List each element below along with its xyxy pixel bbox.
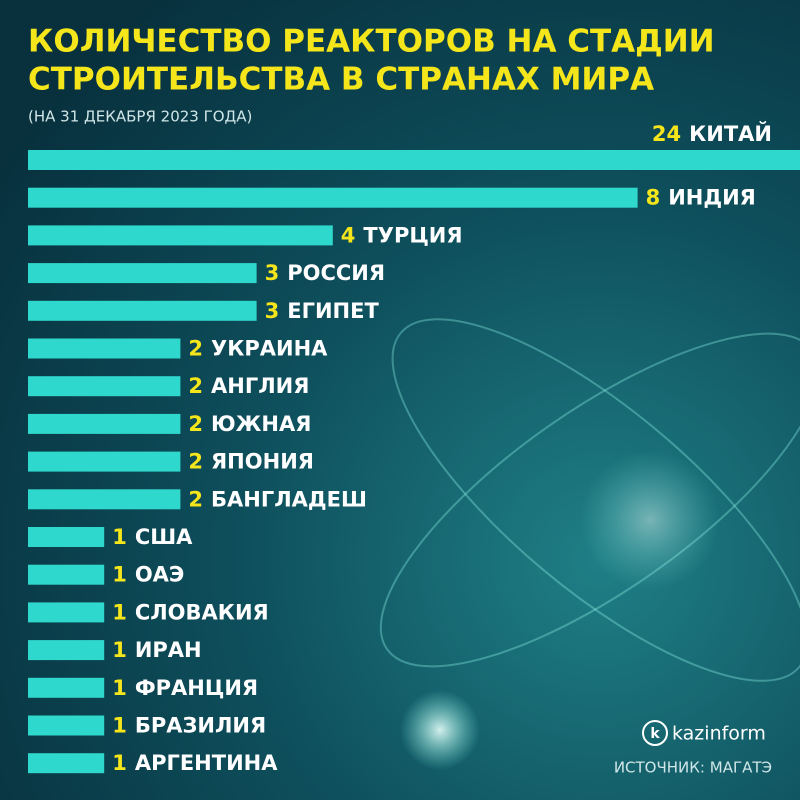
brand: kazinform bbox=[672, 723, 766, 745]
value-label: 1 bbox=[112, 638, 127, 662]
subtitle: (НА 31 ДЕКАБРЯ 2023 ГОДА) bbox=[28, 108, 252, 126]
value-label: 3 bbox=[265, 299, 280, 323]
bar-label: 1 БРАЗИЛИЯ bbox=[112, 714, 266, 738]
category-label: ФРАНЦИЯ bbox=[135, 676, 258, 700]
bar-label: 2 ЯПОНИЯ bbox=[188, 450, 314, 474]
bar-label: 2 ЮЖНАЯ bbox=[188, 412, 311, 436]
bar bbox=[28, 602, 105, 623]
category-label: БРАЗИЛИЯ bbox=[135, 714, 266, 738]
bar bbox=[28, 300, 257, 321]
bar-label: 4 ТУРЦИЯ bbox=[341, 223, 463, 247]
bar-label: 8 ИНДИЯ bbox=[646, 186, 756, 210]
bar-label: 2 УКРАИНА bbox=[188, 337, 328, 361]
category-label: ЯПОНИЯ bbox=[211, 450, 314, 474]
category-label: КИТАЙ bbox=[689, 121, 772, 146]
value-label: 4 bbox=[341, 223, 356, 247]
bar-label: 1 США bbox=[112, 525, 193, 549]
bar-label: 1 АРГЕНТИНА bbox=[112, 751, 278, 775]
bar-label: 1 СЛОВАКИЯ bbox=[112, 600, 269, 624]
value-label: 1 bbox=[112, 676, 127, 700]
bar bbox=[28, 225, 333, 246]
plot bbox=[28, 150, 800, 774]
value-label: 1 bbox=[112, 751, 127, 775]
value-label: 2 bbox=[188, 412, 203, 436]
bar bbox=[28, 564, 105, 585]
value-label: 1 bbox=[112, 525, 127, 549]
category-label: США bbox=[135, 525, 193, 549]
category-label: ТУРЦИЯ bbox=[363, 223, 462, 247]
bar-label: 24 КИТАЙ bbox=[652, 121, 772, 146]
category-label: РОССИЯ bbox=[287, 261, 385, 285]
bar bbox=[28, 677, 105, 698]
category-label: ИНДИЯ bbox=[668, 186, 756, 210]
bar-label: 1 ИРАН bbox=[112, 638, 201, 662]
source: ИСТОЧНИК: МАГАТЭ bbox=[614, 759, 772, 777]
category-label: БАНГЛАДЕШ bbox=[211, 487, 367, 511]
category-label: СЛОВАКИЯ bbox=[135, 600, 269, 624]
title: СТРОИТЕЛЬСТВА В СТРАНАХ МИРА bbox=[28, 62, 654, 98]
value-label: 2 bbox=[188, 374, 203, 398]
bar-label: 1 ОАЭ bbox=[112, 563, 184, 587]
bar bbox=[28, 413, 181, 434]
category-label: АРГЕНТИНА bbox=[135, 751, 278, 775]
bar bbox=[28, 187, 638, 208]
bar-label: 2 БАНГЛАДЕШ bbox=[188, 487, 367, 511]
bar bbox=[28, 451, 181, 472]
value-label: 1 bbox=[112, 563, 127, 587]
bar-label: 3 ЕГИПЕТ bbox=[265, 299, 380, 323]
category-label: УКРАИНА bbox=[211, 337, 328, 361]
value-label: 8 bbox=[646, 186, 661, 210]
logo-mark: k bbox=[650, 726, 660, 742]
category-label: ИРАН bbox=[135, 638, 202, 662]
value-label: 1 bbox=[112, 600, 127, 624]
bar bbox=[28, 753, 105, 774]
bar bbox=[28, 527, 105, 547]
bar bbox=[28, 150, 800, 170]
value-label: 3 bbox=[265, 261, 280, 285]
value-label: 2 bbox=[188, 337, 203, 361]
title: КОЛИЧЕСТВО РЕАКТОРОВ НА СТАДИИ bbox=[28, 24, 715, 60]
category-label: ЮЖНАЯ bbox=[211, 412, 311, 436]
bar-label: 2 АНГЛИЯ bbox=[188, 374, 309, 398]
bar bbox=[28, 263, 257, 284]
value-label: 2 bbox=[188, 487, 203, 511]
bar-label: 1 ФРАНЦИЯ bbox=[112, 676, 258, 700]
bar bbox=[28, 338, 181, 359]
bar bbox=[28, 715, 105, 736]
glow bbox=[400, 690, 480, 770]
bar bbox=[28, 640, 105, 661]
bar-label: 3 РОССИЯ bbox=[265, 261, 385, 285]
category-label: АНГЛИЯ bbox=[211, 374, 309, 398]
value-label: 1 bbox=[112, 714, 127, 738]
value-label: 24 bbox=[652, 122, 681, 146]
category-label: ОАЭ bbox=[135, 563, 185, 587]
bar bbox=[28, 489, 181, 510]
bar bbox=[28, 376, 181, 397]
value-label: 2 bbox=[188, 450, 203, 474]
glow bbox=[580, 450, 720, 590]
logo bbox=[642, 720, 668, 746]
category-label: ЕГИПЕТ bbox=[287, 299, 379, 323]
